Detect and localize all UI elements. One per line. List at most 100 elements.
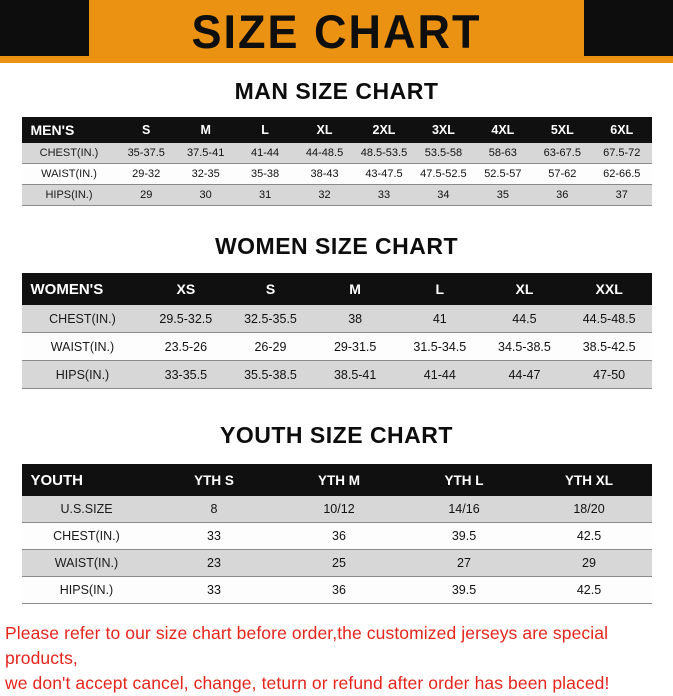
size-value: 18/20 <box>526 495 652 523</box>
size-value: 10/12 <box>276 495 402 523</box>
column-header: YTH S <box>151 464 277 496</box>
size-value: 62-66.5 <box>592 163 652 185</box>
row-label: U.S.SIZE <box>21 495 152 523</box>
size-value: 29-31.5 <box>312 332 398 361</box>
size-value: 25 <box>276 549 402 577</box>
row-label: WAIST(IN.) <box>21 163 117 185</box>
column-header: 5XL <box>532 117 592 143</box>
size-value: 29 <box>116 184 176 206</box>
size-value: 43-47.5 <box>354 163 414 185</box>
column-header: S <box>116 117 176 143</box>
banner-corner-left <box>0 0 89 56</box>
size-value: 52.5-57 <box>473 163 533 185</box>
row-label: HIPS(IN.) <box>21 360 144 389</box>
size-value: 44.5-48.5 <box>566 304 652 333</box>
size-value: 41 <box>397 304 483 333</box>
column-header: YTH XL <box>526 464 652 496</box>
table-header-row: MEN'S S M L XL 2XL 3XL 4XL 5XL 6XL <box>21 117 652 143</box>
size-value: 32 <box>294 184 355 206</box>
table-header-row: YOUTH YTH S YTH M YTH L YTH XL <box>21 464 652 496</box>
size-value: 31 <box>235 184 295 206</box>
column-header: 6XL <box>592 117 652 143</box>
size-value: 23 <box>151 549 277 577</box>
size-value: 57-62 <box>532 163 592 185</box>
footer-note: Please refer to our size chart before or… <box>5 621 669 696</box>
banner-corner-right <box>584 0 673 56</box>
column-header: XXL <box>566 273 652 305</box>
women-size-section: WOMEN SIZE CHART WOMEN'S XS S M L XL XXL CHEST… <box>0 233 673 389</box>
size-value: 36 <box>276 522 402 550</box>
page-title: SIZE CHART <box>191 4 482 59</box>
size-value: 47.5-52.5 <box>413 163 474 185</box>
size-value: 44.5 <box>482 304 567 333</box>
size-value: 29-32 <box>116 163 176 185</box>
column-header: L <box>235 117 295 143</box>
size-value: 33-35.5 <box>143 360 229 389</box>
size-value: 35.5-38.5 <box>228 360 313 389</box>
size-value: 27 <box>401 549 527 577</box>
row-label: CHEST(IN.) <box>21 304 144 333</box>
size-value: 41-44 <box>235 142 295 164</box>
size-value: 31.5-34.5 <box>397 332 483 361</box>
size-value: 30 <box>175 184 236 206</box>
column-header: YTH M <box>276 464 402 496</box>
table-row: CHEST(IN.) 33 36 39.5 42.5 <box>21 522 652 550</box>
column-header: S <box>228 273 313 305</box>
size-value: 41-44 <box>397 360 483 389</box>
size-value: 38.5-42.5 <box>566 332 652 361</box>
youth-size-heading: YOUTH SIZE CHART <box>220 422 453 448</box>
column-header: XL <box>294 117 355 143</box>
size-value: 44-48.5 <box>294 142 355 164</box>
size-value: 37.5-41 <box>175 142 236 164</box>
column-header: M <box>175 117 236 143</box>
women-size-heading: WOMEN SIZE CHART <box>214 233 459 259</box>
table-row: WAIST(IN.) 23.5-26 26-29 29-31.5 31.5-34.5 34… <box>21 332 652 361</box>
size-value: 44-47 <box>482 360 567 389</box>
size-value: 36 <box>276 576 402 604</box>
size-value: 35-37.5 <box>116 142 176 164</box>
size-value: 32.5-35.5 <box>228 304 313 333</box>
table-row: HIPS(IN.) 33-35.5 35.5-38.5 38.5-41 41-44 44-… <box>21 360 652 389</box>
banner: SIZE CHART <box>0 0 673 63</box>
column-header: XS <box>143 273 229 305</box>
man-size-section: MAN SIZE CHART MEN'S S M L XL 2XL 3XL 4XL 5XL 6XL… <box>0 78 673 206</box>
size-value: 42.5 <box>526 576 652 604</box>
size-value: 33 <box>151 576 277 604</box>
table-header-row: WOMEN'S XS S M L XL XXL <box>21 273 652 305</box>
column-header: 2XL <box>354 117 414 143</box>
women-size-table: WOMEN'S XS S M L XL XXL CHEST(IN.) 29.5-32.5 32.… <box>21 273 652 389</box>
size-value: 53.5-58 <box>413 142 474 164</box>
size-value: 35 <box>473 184 533 206</box>
row-label: CHEST(IN.) <box>21 522 152 550</box>
size-value: 35-38 <box>235 163 295 185</box>
size-value: 37 <box>592 184 652 206</box>
footer-line1: Please refer to our size chart before or… <box>5 623 609 668</box>
column-header: M <box>312 273 398 305</box>
row-label: CHEST(IN.) <box>21 142 117 164</box>
size-value: 26-29 <box>228 332 313 361</box>
table-row: HIPS(IN.) 29 30 31 32 33 34 35 36 37 <box>21 184 652 206</box>
size-value: 33 <box>151 522 277 550</box>
size-value: 34.5-38.5 <box>482 332 567 361</box>
footer-line2: we don't accept cancel, change, teturn o… <box>5 672 610 693</box>
size-value: 67.5-72 <box>592 142 652 164</box>
table-row: WAIST(IN.) 23 25 27 29 <box>21 549 652 577</box>
size-value: 34 <box>413 184 474 206</box>
size-value: 32-35 <box>175 163 236 185</box>
table-row: CHEST(IN.) 35-37.5 37.5-41 41-44 44-48.5 48.5… <box>21 142 652 164</box>
table-corner-header: MEN'S <box>21 117 117 143</box>
size-value: 48.5-53.5 <box>354 142 414 164</box>
column-header: YTH L <box>401 464 527 496</box>
size-value: 38 <box>312 304 398 333</box>
man-size-table: MEN'S S M L XL 2XL 3XL 4XL 5XL 6XL CHEST(IN.) 35-3… <box>21 117 652 206</box>
size-value: 47-50 <box>566 360 652 389</box>
table-row: U.S.SIZE 8 10/12 14/16 18/20 <box>21 495 652 523</box>
size-value: 39.5 <box>401 576 527 604</box>
size-value: 33 <box>354 184 414 206</box>
size-value: 36 <box>532 184 592 206</box>
row-label: WAIST(IN.) <box>21 549 152 577</box>
table-row: WAIST(IN.) 29-32 32-35 35-38 38-43 43-47.5 47.… <box>21 163 652 185</box>
column-header: XL <box>482 273 567 305</box>
youth-size-section: YOUTH SIZE CHART YOUTH YTH S YTH M YTH L YTH… <box>0 422 673 604</box>
row-label: HIPS(IN.) <box>21 184 117 206</box>
